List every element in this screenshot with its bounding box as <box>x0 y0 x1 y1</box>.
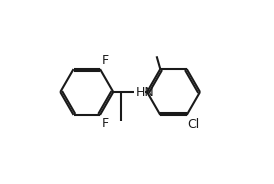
Text: Cl: Cl <box>188 118 200 131</box>
Text: F: F <box>102 117 109 130</box>
Text: F: F <box>102 54 109 67</box>
Text: HN: HN <box>136 86 155 98</box>
